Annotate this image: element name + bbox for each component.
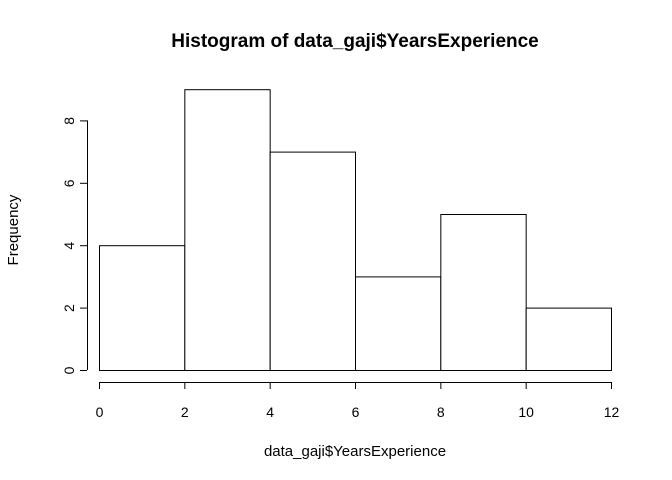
y-tick-label: 8 [61, 117, 77, 125]
histogram-bar-5 [525, 307, 613, 372]
histogram-bar-4 [440, 214, 527, 371]
x-axis-label: data_gaji$YearsExperience [264, 443, 446, 460]
x-tick-label: 12 [604, 404, 620, 420]
histogram-bars [99, 89, 613, 372]
y-axis-label: Frequency [5, 194, 22, 265]
histogram-bar-2 [269, 151, 356, 371]
x-tick-label: 4 [266, 404, 274, 420]
histogram-bar-3 [355, 276, 442, 371]
x-tick-label: 6 [352, 404, 360, 420]
y-tick-label: 4 [61, 242, 77, 250]
x-axis: 0 2 4 6 8 10 12 [96, 382, 620, 420]
x-tick-label: 8 [437, 404, 445, 420]
histogram-bar-1 [184, 89, 271, 371]
x-tick-label: 2 [181, 404, 189, 420]
chart-title: Histogram of data_gaji$YearsExperience [171, 31, 539, 52]
x-tick-label: 0 [96, 404, 104, 420]
y-tick-label: 2 [61, 304, 77, 312]
histogram-bar-0 [99, 245, 186, 371]
y-tick-label: 0 [61, 366, 77, 374]
y-axis: 0 2 4 6 8 [61, 117, 88, 374]
x-tick-label: 10 [518, 404, 534, 420]
y-tick-label: 6 [61, 179, 77, 187]
